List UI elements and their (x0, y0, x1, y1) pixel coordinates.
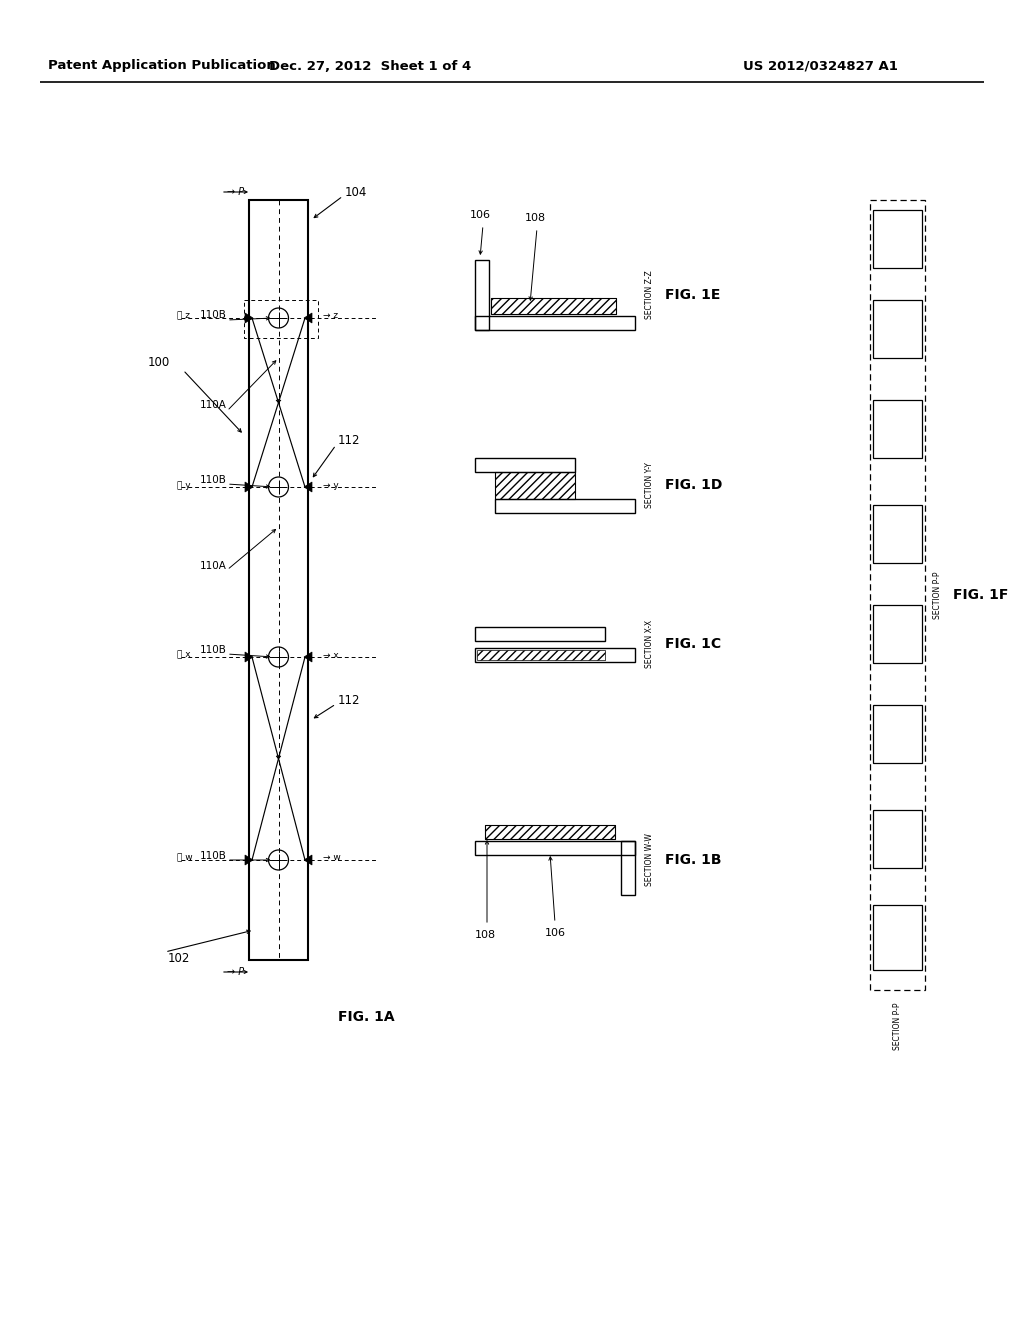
Bar (873, 400, 922, 458)
Polygon shape (245, 855, 253, 865)
Bar (475, 627, 605, 642)
Text: SECTION X-X: SECTION X-X (645, 620, 654, 668)
Bar (475, 648, 635, 663)
Text: FIG. 1B: FIG. 1B (665, 853, 722, 867)
Text: ⤑ z: ⤑ z (177, 312, 190, 321)
Bar (495, 473, 575, 499)
Text: 106: 106 (469, 210, 490, 220)
Text: FIG. 1F: FIG. 1F (953, 587, 1009, 602)
Text: → w: → w (323, 854, 341, 862)
Text: 108: 108 (524, 213, 546, 223)
Bar (490, 298, 616, 314)
Text: US 2012/0324827 A1: US 2012/0324827 A1 (742, 59, 897, 73)
Text: 110B: 110B (200, 645, 227, 655)
Text: → x: → x (323, 651, 339, 660)
Text: Patent Application Publication: Patent Application Publication (48, 59, 275, 73)
Text: ⤑ y: ⤑ y (177, 480, 190, 490)
Text: ⤑ w: ⤑ w (177, 854, 193, 862)
Text: 108: 108 (474, 931, 496, 940)
Polygon shape (304, 482, 312, 492)
Text: SECTION W-W: SECTION W-W (645, 833, 654, 887)
Text: 110B: 110B (200, 851, 227, 861)
Bar (475, 841, 635, 855)
Text: 102: 102 (168, 952, 190, 965)
Bar (621, 841, 635, 895)
Bar (873, 210, 922, 268)
Text: FIG. 1D: FIG. 1D (665, 478, 722, 492)
Text: 110A: 110A (200, 400, 227, 411)
Text: 106: 106 (545, 928, 565, 939)
Text: 112: 112 (338, 433, 360, 446)
Bar (495, 499, 635, 513)
Bar (870, 201, 925, 990)
Polygon shape (245, 652, 253, 663)
Text: SECTION P-P: SECTION P-P (933, 572, 942, 619)
Text: SECTION Z-Z: SECTION Z-Z (645, 271, 654, 319)
Text: 112: 112 (338, 693, 360, 706)
Text: SECTION P-P: SECTION P-P (893, 1002, 901, 1049)
Bar (873, 506, 922, 564)
Text: SECTION Y-Y: SECTION Y-Y (645, 462, 654, 508)
Polygon shape (245, 313, 253, 323)
Bar (485, 825, 615, 840)
Bar (475, 315, 635, 330)
Text: 100: 100 (148, 355, 170, 368)
Bar (475, 260, 489, 330)
Bar (495, 473, 575, 499)
Bar (475, 458, 575, 473)
Text: 104: 104 (345, 186, 368, 198)
Text: → y: → y (323, 480, 339, 490)
Polygon shape (245, 482, 253, 492)
Polygon shape (304, 855, 312, 865)
Text: ⤑ x: ⤑ x (177, 651, 190, 660)
Text: → P: → P (227, 187, 244, 197)
Bar (873, 810, 922, 869)
Bar (873, 705, 922, 763)
Bar (477, 649, 605, 660)
Text: Dec. 27, 2012  Sheet 1 of 4: Dec. 27, 2012 Sheet 1 of 4 (269, 59, 471, 73)
Bar (249, 201, 308, 960)
Text: FIG. 1C: FIG. 1C (665, 638, 721, 651)
Text: 110B: 110B (200, 475, 227, 484)
Bar (244, 300, 318, 338)
Bar (873, 300, 922, 358)
Polygon shape (304, 313, 312, 323)
Bar (490, 298, 616, 314)
Text: 110A: 110A (200, 561, 227, 572)
Bar (485, 825, 615, 840)
Bar (873, 605, 922, 663)
Text: FIG. 1E: FIG. 1E (665, 288, 720, 302)
Polygon shape (304, 652, 312, 663)
Bar (873, 906, 922, 970)
Text: → P: → P (227, 968, 244, 977)
Text: FIG. 1A: FIG. 1A (338, 1010, 395, 1024)
Text: 110B: 110B (200, 310, 227, 319)
Text: → z: → z (323, 312, 338, 321)
